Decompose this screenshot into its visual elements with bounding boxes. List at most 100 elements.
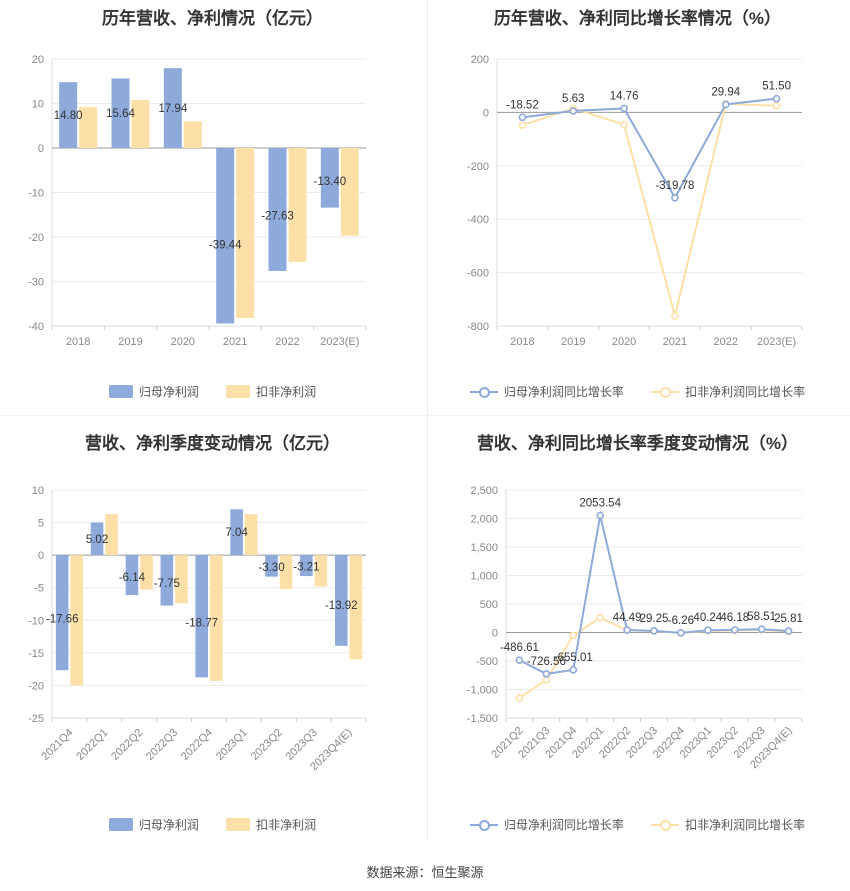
legend-item-deducted-growth[interactable]: 扣非净利润同比增长率 <box>651 383 805 400</box>
bar-deducted-net-profit <box>279 555 293 590</box>
point-parent-growth <box>569 107 578 115</box>
data-label: 2053.54 <box>579 497 621 509</box>
legend-label: 归母净利润 <box>138 385 199 399</box>
bar-parent-net-profit <box>163 68 182 148</box>
point-parent-growth <box>772 94 781 103</box>
point-parent-growth <box>623 626 631 634</box>
data-label: -3.21 <box>293 562 319 574</box>
data-label: 15.64 <box>106 108 135 120</box>
data-source-note: 数据来源：恒生聚源 <box>366 865 484 880</box>
x-tick-label: 2019 <box>561 336 585 348</box>
chart-annual-profit: 20 10 0 -10 -20 -30 -40 2018 2019 2020 2021 2022 202… <box>28 54 367 348</box>
bar-deducted-net-profit <box>79 107 98 148</box>
y-tick-label: -10 <box>28 188 44 200</box>
legend-swatch-blue <box>108 818 133 831</box>
y-tick-label: 0 <box>492 628 498 640</box>
point-deducted-growth <box>671 312 679 320</box>
y-tick-label: -600 <box>467 268 489 280</box>
chart-title: 营收、净利季度变动情况（亿元） <box>85 434 340 453</box>
line-deducted-growth <box>522 102 777 317</box>
data-label: 44.49 <box>613 612 642 624</box>
legend-item-deducted-net-profit[interactable]: 扣非净利润 <box>226 816 316 833</box>
bar-parent-net-profit <box>160 555 174 606</box>
data-label: 51.50 <box>762 81 791 93</box>
x-tick-label: 2023Q1 <box>214 727 250 763</box>
chart-title: 历年营收、净利同比增长率情况（%） <box>493 9 782 28</box>
point-parent-growth <box>620 104 628 113</box>
data-label: -13.40 <box>314 176 347 188</box>
legend-swatch-blue <box>108 385 133 398</box>
panel-divider-horizontal <box>0 415 850 416</box>
x-tick-label: 2018 <box>66 336 90 348</box>
bar-deducted-net-profit <box>314 555 328 587</box>
data-label: -6.26 <box>668 615 694 627</box>
point-parent-growth <box>671 193 679 202</box>
legend-label: 扣非净利润 <box>256 385 317 399</box>
legend-label: 扣非净利润同比增长率 <box>685 818 806 832</box>
point-parent-growth <box>721 100 730 109</box>
chart-legend: 归母净利润 扣非净利润 <box>0 816 425 834</box>
point-parent-growth <box>757 625 766 633</box>
data-label: -7.75 <box>154 578 180 590</box>
chart-quarterly-growth: 2,500 2,000 1,500 1,000 500 0 -500 -1,000 -1,500… <box>467 485 803 771</box>
point-parent-growth <box>677 629 685 637</box>
bar-parent-net-profit <box>268 148 287 271</box>
data-label: 46.18 <box>720 612 749 624</box>
x-tick-label: 2022 <box>714 336 738 348</box>
y-tick-label: -10 <box>28 615 44 627</box>
data-label: 5.02 <box>86 534 108 546</box>
bar-parent-net-profit <box>320 148 339 208</box>
legend-label: 归母净利润同比增长率 <box>503 385 624 399</box>
y-tick-label: -500 <box>476 656 498 668</box>
data-label: -18.52 <box>506 99 539 111</box>
data-label: -39.44 <box>209 240 242 252</box>
legend-item-deducted-growth[interactable]: 扣非净利润同比增长率 <box>651 816 805 833</box>
legend-item-parent-net-profit[interactable]: 归母净利润 <box>108 816 199 833</box>
legend-swatch-yellow-line <box>651 386 680 398</box>
bar-deducted-net-profit <box>288 148 307 262</box>
x-tick-label: 2023Q2 <box>249 727 285 763</box>
y-tick-label: -30 <box>28 277 44 289</box>
legend-item-deducted-net-profit[interactable]: 扣非净利润 <box>226 383 316 400</box>
line-parent-growth <box>522 97 777 200</box>
data-label: -13.92 <box>325 600 358 612</box>
y-tick-label: -1,500 <box>467 713 498 725</box>
legend-swatch-yellow <box>226 818 251 831</box>
bar-parent-net-profit <box>59 82 78 148</box>
data-label: -486.61 <box>500 642 539 654</box>
legend-label: 归母净利润 <box>138 818 199 832</box>
data-label: 14.80 <box>54 110 83 122</box>
data-label: -6.14 <box>119 572 146 584</box>
x-tick-label: 2018 <box>510 336 534 348</box>
point-deducted-growth <box>518 121 527 130</box>
chart-quarterly-profit: 1050-5-10-15-20-252021Q42022Q12022Q22022… <box>28 485 367 773</box>
x-tick-label: 2022 <box>275 336 299 348</box>
point-parent-growth <box>704 626 712 635</box>
bar-parent-net-profit <box>300 555 313 577</box>
x-tick-label: 2021Q4 <box>39 727 75 763</box>
point-deducted-growth <box>569 631 578 640</box>
x-tick-label: 2023(E) <box>757 336 796 348</box>
bar-parent-net-profit <box>55 555 69 671</box>
data-label: -18.77 <box>185 617 218 629</box>
data-label: 14.76 <box>610 90 639 102</box>
point-parent-growth <box>596 511 604 520</box>
chart-title: 历年营收、净利情况（亿元） <box>102 9 323 28</box>
chart-panel-quarterly-growth: 营收、净利同比增长率季度变动情况（%） 2,500 2,000 1,500 1,000… <box>425 425 850 845</box>
y-tick-label: -200 <box>467 161 489 173</box>
legend-item-parent-net-profit[interactable]: 归母净利润 <box>108 383 199 400</box>
chart-panel-annual-profit: 历年营收、净利情况（亿元） 20 10 0 -10 -20 -30 -40 2018 2019 2… <box>0 0 425 410</box>
data-label: 5.63 <box>562 93 584 105</box>
chart-panel-quarterly-profit: 营收、净利季度变动情况（亿元） 10 5 0 -5 -10 -15 -20 -25 2021Q4… <box>0 425 425 845</box>
point-deducted-growth <box>515 694 524 702</box>
legend-item-parent-growth[interactable]: 归母净利润同比增长率 <box>469 816 624 833</box>
legend-item-parent-growth[interactable]: 归母净利润同比增长率 <box>469 383 624 400</box>
data-label: -319.78 <box>655 180 694 192</box>
bar-parent-net-profit <box>216 148 235 324</box>
y-tick-label: 2,000 <box>470 514 498 526</box>
data-label: 58.51 <box>747 611 776 623</box>
x-tick-label: 2022Q3 <box>144 727 180 763</box>
bar-deducted-net-profit <box>70 555 84 686</box>
bar-deducted-net-profit <box>349 555 363 660</box>
data-label: 25.81 <box>774 613 803 625</box>
